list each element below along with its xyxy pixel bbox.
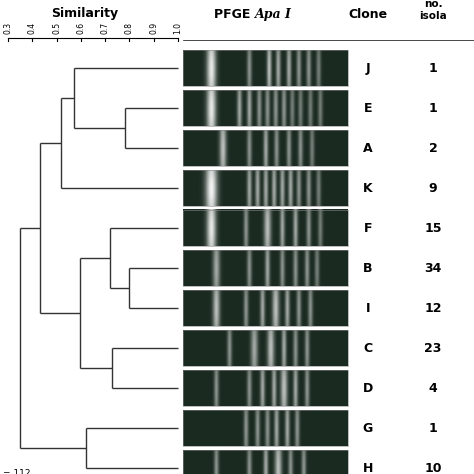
Text: 9: 9	[428, 182, 438, 194]
Bar	[183, 330, 348, 366]
Text: C: C	[364, 341, 373, 355]
Text: F: F	[364, 221, 372, 235]
Text: 2: 2	[428, 142, 438, 155]
Text: B: B	[363, 262, 373, 274]
Text: 1: 1	[428, 62, 438, 74]
Text: 0.8: 0.8	[125, 22, 134, 34]
Text: 12: 12	[424, 301, 442, 315]
Text: 0.9: 0.9	[149, 22, 158, 34]
Text: = 112: = 112	[3, 470, 30, 474]
Text: Apa I: Apa I	[255, 8, 292, 20]
Text: H: H	[363, 462, 373, 474]
Text: 0.5: 0.5	[52, 22, 61, 34]
Text: D: D	[363, 382, 373, 394]
Text: 10: 10	[424, 462, 442, 474]
Bar	[183, 50, 348, 86]
Bar	[183, 90, 348, 126]
Text: 1.0: 1.0	[173, 22, 182, 34]
Bar	[183, 130, 348, 166]
Text: A: A	[363, 142, 373, 155]
Text: Clone: Clone	[348, 8, 388, 20]
Text: 34: 34	[424, 262, 442, 274]
Text: E: E	[364, 101, 372, 115]
Text: Similarity: Similarity	[52, 7, 118, 19]
Text: 4: 4	[428, 382, 438, 394]
Bar	[183, 210, 348, 246]
Text: G: G	[363, 421, 373, 435]
Text: K: K	[363, 182, 373, 194]
Text: no.
isola: no. isola	[419, 0, 447, 21]
Text: 0.3: 0.3	[3, 22, 12, 34]
Bar	[183, 410, 348, 446]
Text: I: I	[366, 301, 370, 315]
Text: 15: 15	[424, 221, 442, 235]
Text: 0.4: 0.4	[28, 22, 37, 34]
Text: J: J	[365, 62, 370, 74]
Bar	[183, 290, 348, 326]
Text: 23: 23	[424, 341, 442, 355]
Text: 1: 1	[428, 101, 438, 115]
Bar	[183, 450, 348, 474]
Text: 0.7: 0.7	[100, 22, 109, 34]
Text: 0.6: 0.6	[76, 22, 85, 34]
Text: 1: 1	[428, 421, 438, 435]
Bar	[183, 170, 348, 206]
Bar	[183, 250, 348, 286]
Bar	[183, 370, 348, 406]
Text: PFGE: PFGE	[214, 8, 255, 20]
